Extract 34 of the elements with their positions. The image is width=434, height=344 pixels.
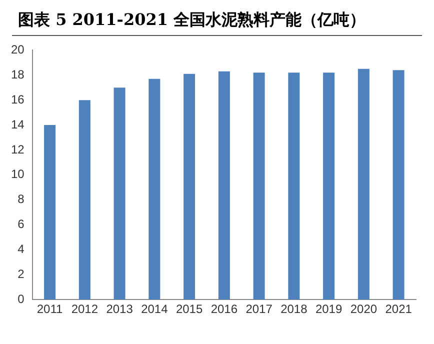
bar [44,125,56,300]
x-tick-label: 2019 [315,302,342,316]
y-tick-label: 8 [18,192,25,206]
y-tick-label: 16 [10,92,25,106]
x-tick-label: 2020 [350,302,378,316]
y-tick-label: 2 [18,266,25,281]
x-tick-label: 2017 [246,302,273,316]
bar [78,100,90,300]
bar [253,72,265,300]
y-tick-label: 4 [18,242,25,256]
x-tick-label: 2012 [71,302,98,316]
bar [358,68,370,300]
chart-title: 图表 5 2011-2021 全国水泥熟料产能（亿吨） [17,9,367,31]
y-tick-label: 20 [10,42,25,57]
y-tick-label: 6 [18,217,25,232]
x-tick-label: 2014 [141,302,168,316]
x-tick-label: 2013 [106,302,134,316]
y-tick-label: 12 [10,142,25,156]
y-tick-label: 0 [18,292,25,306]
y-tick-label: 18 [10,67,25,82]
bar [288,72,300,300]
x-tick-label: 2016 [210,302,238,316]
bar [148,78,160,300]
bar [392,70,404,300]
bar [114,88,126,300]
bar [184,74,196,300]
x-tick-label: 2021 [385,302,412,316]
x-tick-label: 2018 [280,302,308,316]
x-tick-label: 2015 [176,302,203,316]
bar [218,71,230,300]
x-tick-label: 2011 [36,302,64,316]
y-tick-label: 14 [10,117,25,132]
y-tick-label: 10 [10,167,25,182]
bar [323,72,335,300]
